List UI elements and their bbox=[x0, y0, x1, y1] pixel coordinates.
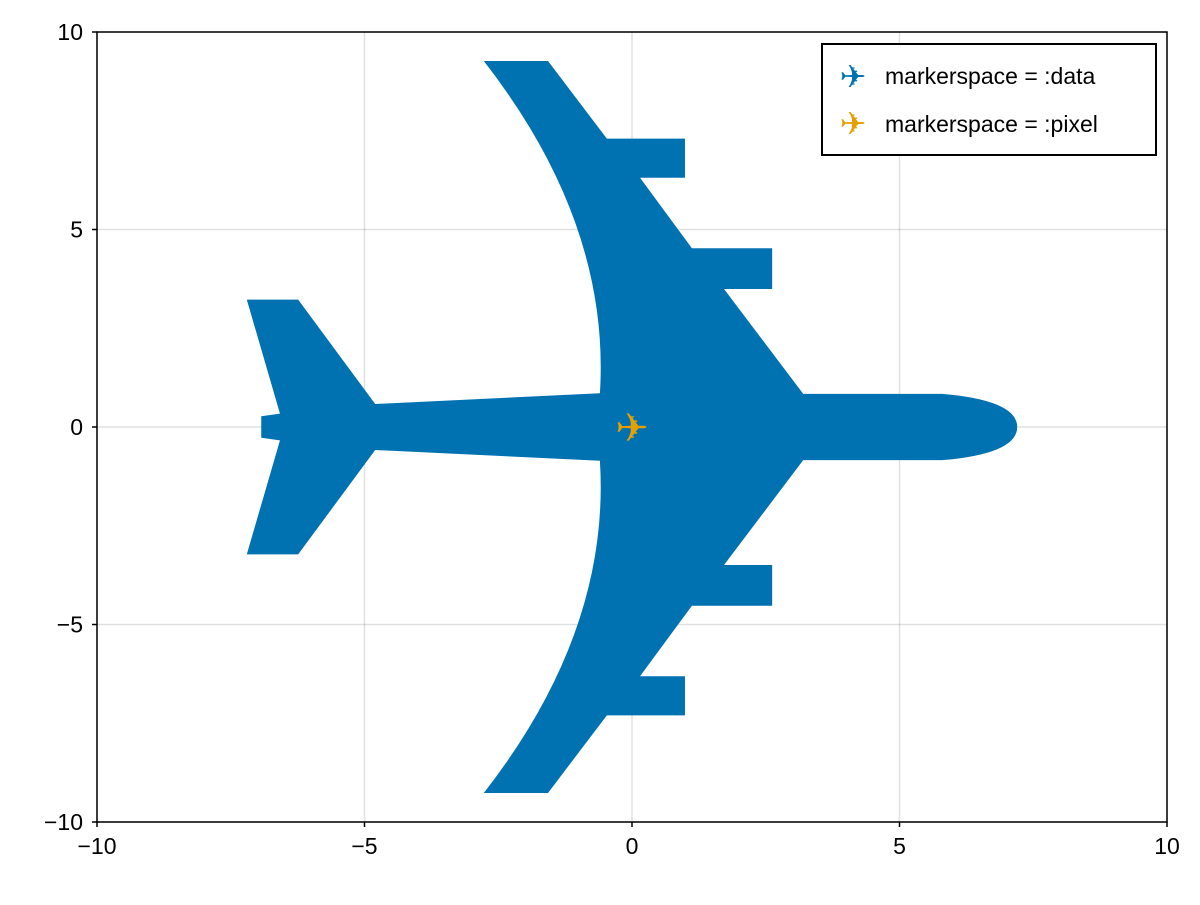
plot-area bbox=[246, 61, 1018, 793]
y-tick-label: 0 bbox=[70, 414, 83, 440]
x-tick-label: 10 bbox=[1154, 833, 1180, 859]
x-tick-label: 5 bbox=[893, 833, 906, 859]
legend-label-data: markerspace = :data bbox=[885, 63, 1096, 89]
airplane-icon bbox=[841, 112, 865, 134]
y-tick-label: −10 bbox=[44, 809, 83, 835]
y-tick-label: 10 bbox=[57, 19, 83, 45]
ticks: −10 −5 0 5 10 −10 −5 0 5 10 bbox=[44, 19, 1180, 859]
x-tick-label: 0 bbox=[626, 833, 639, 859]
airplane-marker-pixel bbox=[617, 413, 647, 441]
y-tick-label: 5 bbox=[70, 217, 83, 243]
legend-airplane-icon-pixel bbox=[841, 112, 865, 134]
x-tick-label: −5 bbox=[351, 833, 377, 859]
legend-box bbox=[821, 43, 1157, 156]
legend: markerspace = :data markerspace = :pixel bbox=[821, 43, 1157, 156]
airplane-icon bbox=[841, 65, 865, 87]
y-tick-label: −5 bbox=[57, 612, 83, 638]
x-tick-label: −10 bbox=[77, 833, 116, 859]
legend-label-pixel: markerspace = :pixel bbox=[885, 111, 1098, 137]
legend-airplane-icon-data bbox=[841, 65, 865, 87]
